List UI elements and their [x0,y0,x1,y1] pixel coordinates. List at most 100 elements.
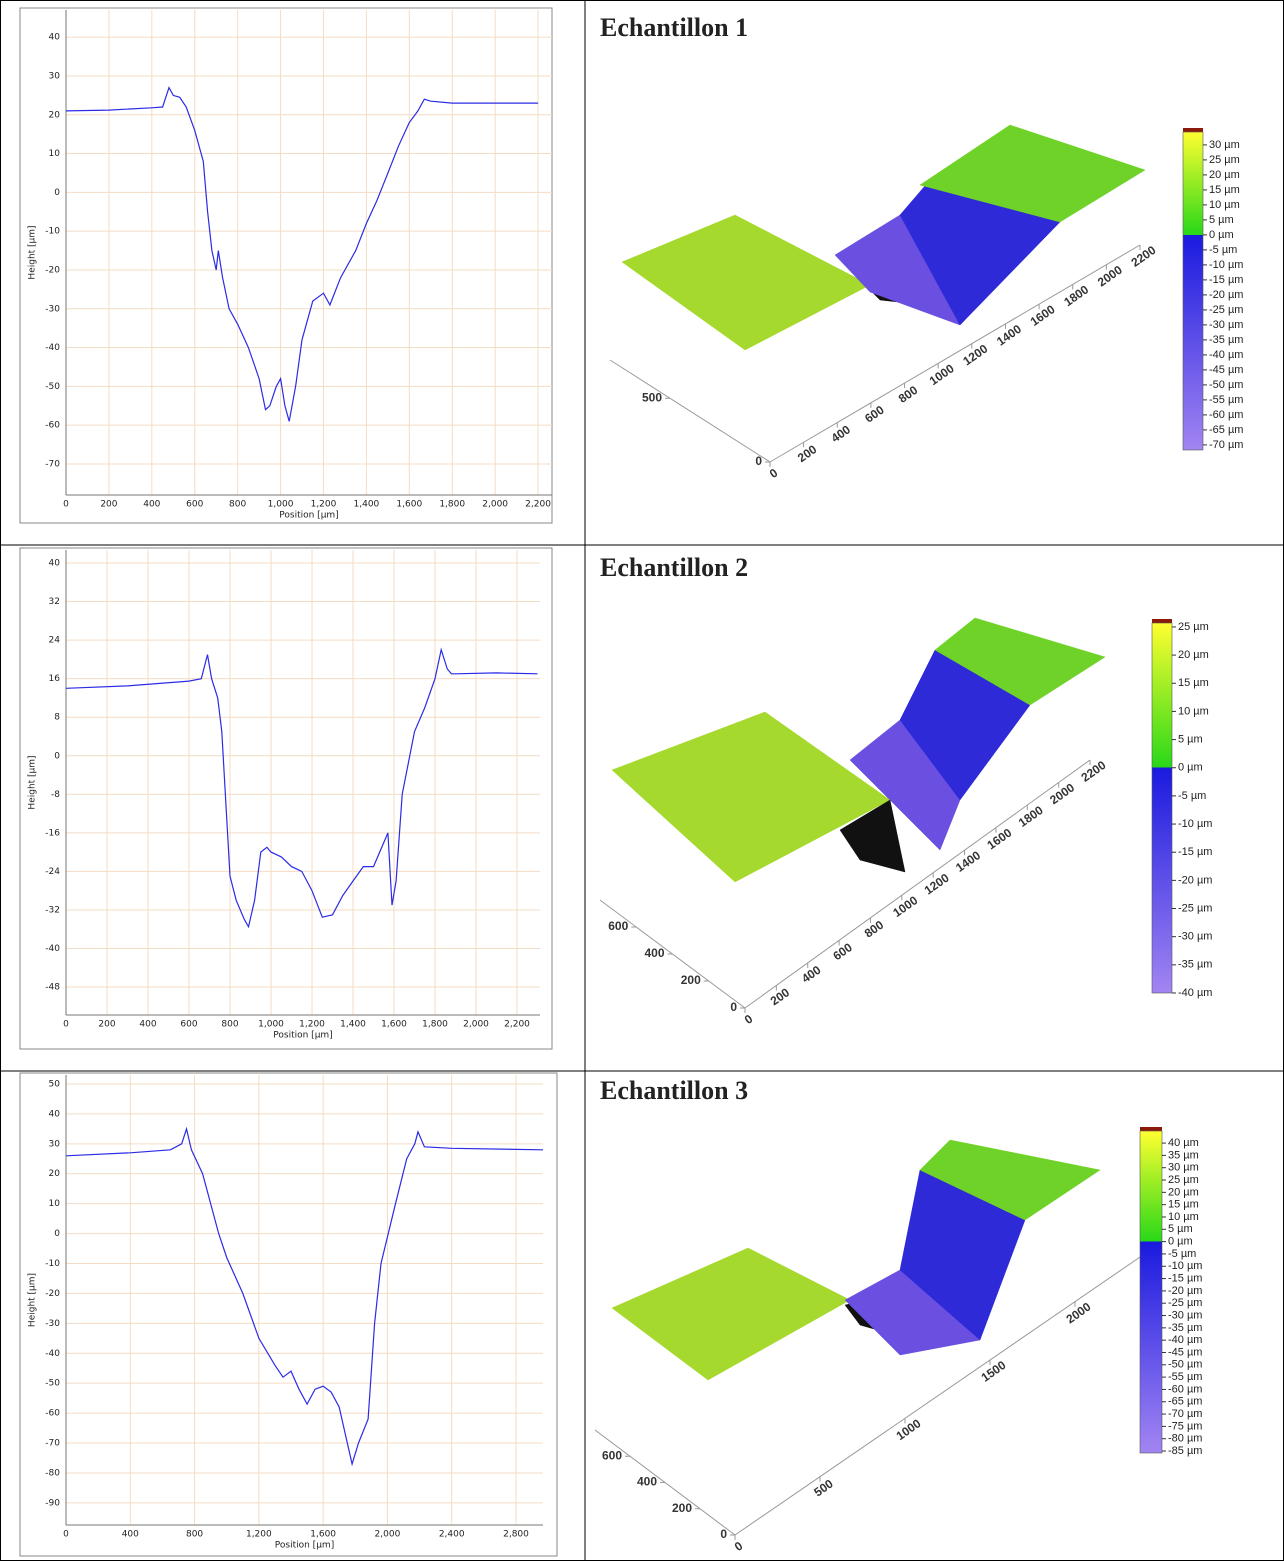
x-tick-label: 1500 [979,1358,1009,1385]
colorbar-label: -10 µm [1209,259,1243,271]
colorbar-label: 25 µm [1178,621,1209,633]
x-tick-label: 0 [742,1011,756,1026]
x-tick-label: 400 [122,1530,139,1540]
x-axis-3d [744,759,1091,1009]
y-tick-label: 40 [49,33,61,43]
x-tick-label: 1,200 [246,1530,272,1540]
colorbar-label: -25 µm [1178,902,1212,914]
colorbar-label: -45 µm [1168,1346,1202,1358]
colorbar-label: 10 µm [1209,199,1240,211]
colorbar-label: 5 µm [1209,214,1234,226]
x-tick-label: 200 [100,500,117,510]
x-tick-label: 1600 [1028,302,1058,329]
colorbar-label: -65 µm [1209,424,1243,436]
colorbar-cap [1152,619,1172,623]
colorbar-label: 5 µm [1168,1223,1193,1235]
profile-line [65,1126,544,1467]
colorbar-label: -35 µm [1209,334,1243,346]
y-tick-label: 30 [49,71,61,81]
y-tick-label: -32 [45,905,60,915]
chart-frame [19,1072,558,1557]
x-tick-label: 2,000 [375,1530,401,1540]
x-tick-label: 400 [143,500,160,510]
colorbar-label: -30 µm [1168,1309,1202,1321]
y-tick-label: -90 [45,1498,60,1508]
colorbar-label: -10 µm [1168,1260,1202,1272]
colorbar-label: -60 µm [1168,1383,1202,1395]
y-tick-label: 400 [637,1475,657,1489]
y-tick-label: -10 [45,1259,60,1269]
x-tick-label: 0 [732,1538,746,1553]
x-tick-label: 0 [63,1020,69,1030]
y-tick-label: -16 [45,828,60,838]
x-tick-label: 800 [229,500,246,510]
colorbar-label: -25 µm [1209,304,1243,316]
profile-line [65,647,538,929]
colorbar-label: -70 µm [1209,439,1243,451]
x-tick-label: 2,200 [504,1020,530,1030]
y-tick-label: -60 [45,1409,60,1419]
y-tick-label: -40 [45,343,60,353]
y-tick-label: -48 [45,983,60,993]
colorbar-label: -80 µm [1168,1433,1202,1445]
y-tick-label: -30 [45,1319,60,1329]
x-tick-label: 0 [767,465,781,480]
y-tick-label: -10 [45,227,60,237]
surface-facet [611,1247,851,1381]
x-tick-label: 1,400 [340,1020,366,1030]
x-tick-label: 1800 [1016,803,1046,830]
y-tick-label: -80 [45,1468,60,1478]
y-tick-label: 40 [49,1109,61,1119]
x-tick-label: 1,400 [354,500,380,510]
y-tick-label: -70 [45,459,60,469]
colorbar-label: -65 µm [1168,1396,1202,1408]
x-tick-label: 0 [63,500,69,510]
x-tick-label: 1,800 [439,500,465,510]
sample-title: Echantillon 1 [600,13,748,42]
x-tick-label: 1,800 [422,1020,448,1030]
colorbar-label: -70 µm [1168,1408,1202,1420]
x-tick-label: 200 [98,1020,115,1030]
y-tick-label: -70 [45,1439,60,1449]
y-axis-label: Height [µm] [28,225,38,279]
chart-frame [19,7,553,524]
y-tick-label: 0 [54,1229,60,1239]
colorbar-label: -5 µm [1209,244,1237,256]
colorbar-label: -85 µm [1168,1445,1202,1457]
y-tick-label: 0 [730,1000,737,1014]
y-axis-label: Height [µm] [28,755,38,809]
colorbar-cap [1183,128,1203,132]
y-tick-label: -50 [45,382,60,392]
x-tick-label: 1,200 [311,500,337,510]
x-tick-label: 1200 [922,870,952,897]
colorbar [1151,622,1173,994]
y-tick-label: 10 [49,149,61,159]
y-axis-3d [609,359,771,463]
chart-frame [19,547,553,1050]
x-tick-label: 1,200 [299,1020,325,1030]
x-axis-label: Position [µm] [273,1031,332,1041]
x-axis-label: Position [µm] [275,1541,334,1551]
colorbar-label: -15 µm [1209,274,1243,286]
colorbar-label: 0 µm [1209,229,1234,241]
colorbar-label: -5 µm [1168,1248,1196,1260]
x-tick-label: 2000 [1064,1299,1094,1326]
colorbar-label: -40 µm [1209,349,1243,361]
colorbar-label: 0 µm [1168,1236,1193,1248]
y-tick-label: 200 [681,973,701,987]
colorbar-label: -45 µm [1209,364,1243,376]
surface-facet [934,617,1106,706]
y-tick-label: -20 [45,265,60,275]
x-tick-label: 2,000 [463,1020,489,1030]
y-tick-label: -40 [45,1349,60,1359]
colorbar-label: -75 µm [1168,1420,1202,1432]
colorbar-label: 15 µm [1209,184,1240,196]
colorbar-label: 20 µm [1209,169,1240,181]
colorbar-label: 5 µm [1178,733,1203,745]
colorbar-label: 20 µm [1168,1186,1199,1198]
colorbar-label: -60 µm [1209,409,1243,421]
surface-facet [919,1139,1101,1221]
x-tick-label: 1,000 [268,500,294,510]
